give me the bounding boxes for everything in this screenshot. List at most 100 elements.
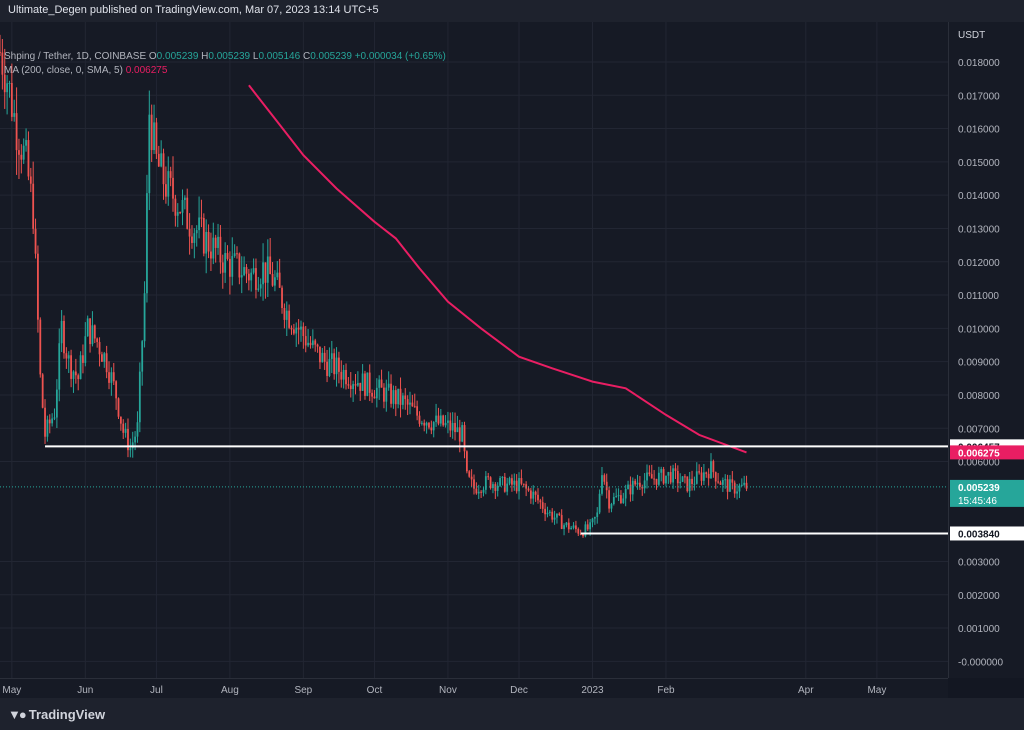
candle [586,519,589,532]
time-tick-label: Aug [221,685,239,696]
candle-body [316,344,319,347]
candle [700,467,703,486]
candle-body [221,262,224,273]
legend-open-label: O [148,51,157,62]
candle-body [525,484,528,489]
candle [622,492,625,504]
candle [539,498,542,509]
candle-body [717,481,720,483]
candle-body [212,237,215,259]
candle-body [368,372,371,393]
time-axis-canvas[interactable]: May Jun Jul Aug Sep Oct Nov Dec 2023 Feb Apr May [0,679,948,699]
candle [681,476,684,483]
price-tick-label: 0.011000 [958,291,999,302]
candle-body [572,525,575,528]
legend-symbol[interactable]: Shping / Tether, 1D, COINBASE [4,51,147,62]
candle-body [276,272,279,278]
candle [387,371,390,391]
candle [416,400,419,421]
candle [617,488,620,502]
candle [397,388,400,409]
price-axis[interactable]: 0.018000 0.017000 0.016000 0.015000 0.014000… [948,22,1024,678]
candle-body [394,390,397,405]
candle [361,364,364,391]
candle [74,358,77,384]
currency-label[interactable]: USDT [958,30,986,41]
candle-body [342,369,345,380]
legend-ma-row: MA (200, close, 0, SMA, 5) 0.006275 [4,64,446,78]
candle-body [3,74,6,93]
candle [487,472,490,480]
candle [665,475,667,487]
candle [259,278,262,297]
candle-body [27,140,30,177]
candle [740,478,743,487]
candle [724,474,727,489]
candle [105,345,108,379]
candle-body [423,422,426,426]
candle-body [610,504,613,509]
candlestick-series [0,34,748,538]
candle [290,325,293,335]
candle [532,485,535,505]
candle [266,239,269,297]
candle [257,276,260,292]
candle [252,258,255,275]
candle-body [48,419,51,424]
candle-body [89,318,91,345]
candle-body [179,212,182,214]
time-tick-label: Feb [657,685,675,696]
candle [705,471,708,478]
candle-body [589,522,592,530]
candle [316,343,319,353]
candle-body [115,381,118,399]
candle [425,421,428,434]
price-axis-canvas[interactable]: 0.018000 0.017000 0.016000 0.015000 0.014000… [949,22,1024,678]
legend-ma-label[interactable]: MA (200, close, 0, SMA, 5) [4,65,123,76]
candle-body [605,481,608,491]
candle-body [240,275,243,278]
candle [373,390,376,399]
candle [729,475,731,492]
candle-body [148,114,151,194]
candle-body [134,436,136,443]
candle [731,471,734,490]
candle [392,385,395,409]
time-axis[interactable]: May Jun Jul Aug Sep Oct Nov Dec 2023 Feb Apr May [0,678,948,699]
candle-body [622,498,625,503]
candle [423,419,426,432]
candle-body [570,527,573,530]
time-tick-label: May [867,685,886,696]
candle [399,377,402,418]
candle [503,472,506,493]
candle-body [70,355,72,379]
legend-close-value: 0.005239 [310,51,352,62]
candle [454,412,456,441]
chart-canvas[interactable] [0,22,948,678]
candle-body [513,480,516,485]
tradingview-logo[interactable]: ▼● TradingView [8,707,105,722]
candle-body [153,122,155,151]
candle [702,463,705,486]
candle-body [311,340,314,346]
candle-body [634,480,637,485]
candle [179,211,182,215]
candle [281,285,283,314]
chart-pane[interactable]: Shping / Tether, 1D, COINBASE O0.005239 … [0,22,948,678]
candle [82,344,84,374]
candle [484,471,487,495]
candle-body [667,472,670,476]
candle-body [724,479,727,481]
candle [385,379,388,412]
candle [58,328,61,402]
candle [743,475,746,487]
candle-body [487,476,490,478]
candle-body [442,415,445,426]
candle-body [662,469,665,484]
candle-body [285,310,288,320]
candle [146,174,148,303]
candle [304,326,307,353]
candle [437,407,440,426]
candle-body [620,495,622,503]
candle-body [328,358,331,376]
